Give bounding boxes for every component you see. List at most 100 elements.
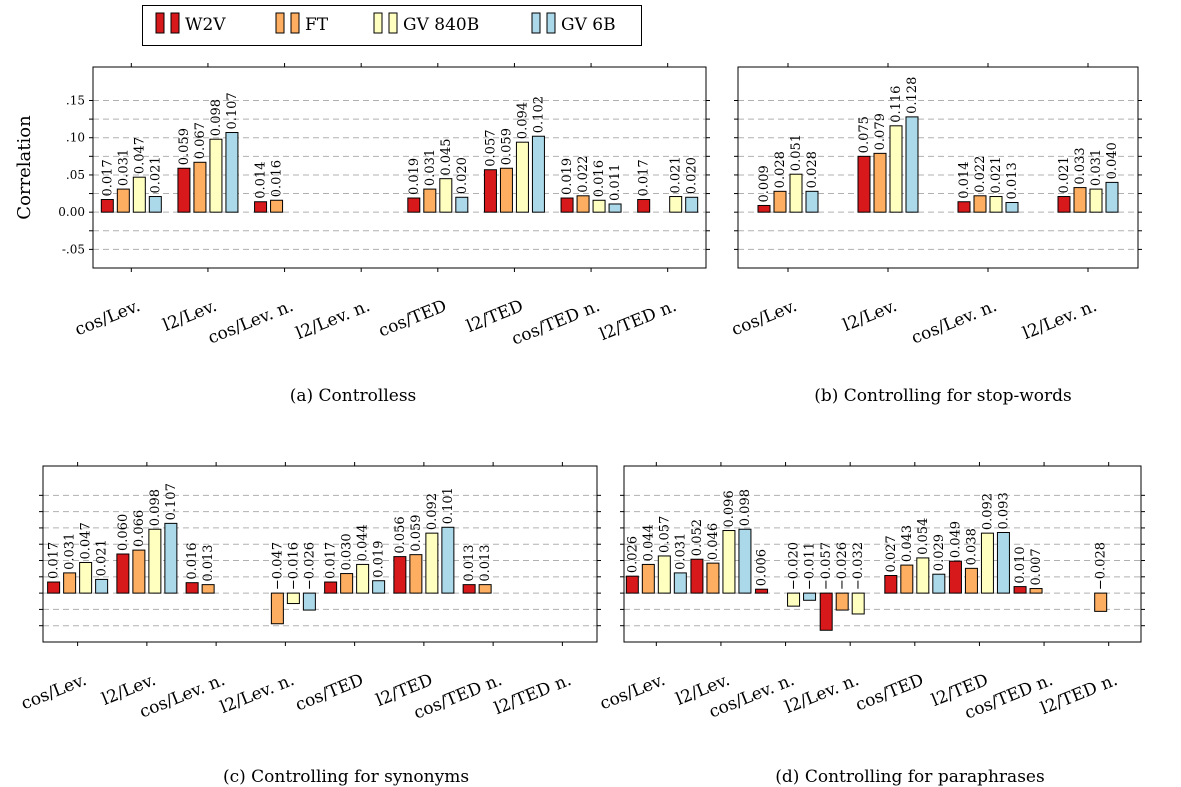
bar-w2v	[690, 558, 704, 594]
data-label: 0.028	[773, 151, 788, 188]
data-label: 0.033	[1073, 147, 1088, 184]
legend: W2V FT GV 840B GV 6B	[142, 5, 642, 46]
bar-gv-6b	[455, 196, 469, 213]
plot-frame	[737, 66, 1139, 269]
bar-ft	[270, 199, 284, 213]
bar-gv-6b	[225, 132, 239, 213]
data-label: 0.013	[462, 544, 477, 581]
y-tick-label: .15	[66, 94, 85, 108]
data-label: 0.011	[608, 164, 623, 201]
data-label: 0.098	[738, 489, 753, 526]
panel-caption: (d) Controlling for paraphrases	[775, 767, 1044, 787]
bar-ft	[1073, 187, 1087, 213]
bar-gv-6b	[164, 522, 178, 594]
bar-gv-6b	[148, 196, 162, 213]
category-label: cos/TED	[853, 670, 927, 715]
bar-gv-6b	[932, 573, 946, 594]
panel-caption: (a) Controlless	[290, 386, 417, 406]
bar-w2v	[324, 581, 338, 594]
bar-gv-6b	[685, 196, 699, 213]
bar-ft	[63, 572, 77, 594]
data-label: 0.043	[900, 525, 915, 562]
data-label: 0.017	[100, 159, 115, 196]
data-label: 0.079	[873, 113, 888, 150]
data-label: 0.021	[1057, 156, 1072, 193]
data-label: 0.028	[805, 151, 820, 188]
data-label: −0.047	[270, 542, 285, 590]
legend-swatch	[290, 12, 300, 34]
category-label: cos/TED	[293, 670, 367, 715]
data-label: 0.016	[185, 542, 200, 579]
panel-c: cos/Lev.0.017 0.031 0.047 0.021l2/Lev.0.060…	[18, 462, 601, 787]
bar-gv-6b	[1105, 181, 1119, 213]
legend-label: W2V	[185, 15, 226, 35]
data-label: 0.096	[722, 490, 737, 527]
bar-w2v	[819, 592, 833, 631]
legend-entry-w2v: W2V	[155, 12, 226, 35]
data-label: 0.056	[393, 516, 408, 553]
legend-swatch	[170, 12, 180, 34]
legend-entry-gv-6b: GV 6B	[531, 12, 616, 35]
bar-gv-840b	[989, 196, 1003, 213]
data-label: 0.044	[641, 524, 656, 561]
bar-ft	[423, 188, 437, 213]
plot-frame	[92, 66, 707, 269]
bar-gv-840b	[592, 199, 606, 213]
data-label: 0.021	[989, 156, 1004, 193]
bar-ft	[873, 152, 887, 213]
category-label: cos/TED	[376, 296, 450, 341]
legend-swatch	[546, 12, 556, 34]
data-label: 0.057	[483, 130, 498, 167]
data-label: 0.019	[560, 158, 575, 195]
panel-a: -.05 0.00 .05 .10 .15 Correlation cos/Lev. 0.01…	[14, 63, 710, 406]
plot-frame	[623, 465, 1142, 643]
bar-gv-6b	[302, 592, 316, 611]
bar-ft	[835, 592, 849, 611]
bar-ft	[499, 167, 513, 213]
data-label: 0.059	[409, 514, 424, 551]
bar-gv-6b	[608, 203, 622, 213]
bar-gv-6b	[738, 528, 752, 594]
data-label: 0.045	[439, 138, 454, 175]
bar-gv-840b	[889, 125, 903, 213]
bar-ft	[409, 554, 423, 594]
data-label: 0.092	[980, 493, 995, 530]
category-label: cos/Lev.	[72, 296, 143, 340]
data-label: 0.047	[132, 137, 147, 174]
bar-gv-840b	[79, 561, 93, 594]
bar-gv-840b	[286, 592, 300, 605]
bar-ft	[706, 562, 720, 594]
data-label: 0.016	[270, 160, 285, 197]
bar-w2v	[393, 556, 407, 594]
data-label: 0.098	[148, 489, 163, 526]
bar-gv-840b	[916, 557, 930, 594]
bar-ft	[641, 563, 655, 594]
data-label: 0.101	[441, 487, 456, 524]
data-label: 0.022	[973, 156, 988, 193]
data-label: 0.066	[132, 510, 147, 547]
bar-ft	[340, 573, 354, 594]
bar-gv-840b	[209, 138, 223, 213]
bar-gv-840b	[669, 196, 683, 213]
data-label: −0.057	[819, 542, 834, 590]
bar-gv-840b	[722, 530, 736, 594]
bar-gv-840b	[356, 563, 370, 594]
data-label: 0.031	[1089, 149, 1104, 186]
data-label: 0.031	[63, 533, 78, 570]
data-label: 0.031	[116, 149, 131, 186]
data-label: 0.054	[916, 518, 931, 555]
category-label: cos/Lev.	[729, 296, 800, 340]
bar-gv-840b	[425, 532, 439, 594]
bar-gv-6b	[673, 572, 687, 594]
bar-w2v	[637, 199, 651, 213]
category-label: l2/TED n.	[492, 670, 575, 719]
data-label: 0.027	[884, 535, 899, 572]
bar-ft	[478, 584, 492, 594]
data-label: −0.016	[286, 542, 301, 590]
data-label: 0.014	[957, 162, 972, 199]
data-label: 0.019	[372, 541, 387, 578]
bar-ft	[201, 584, 215, 594]
data-label: 0.026	[625, 536, 640, 573]
data-label: 0.021	[669, 156, 684, 193]
